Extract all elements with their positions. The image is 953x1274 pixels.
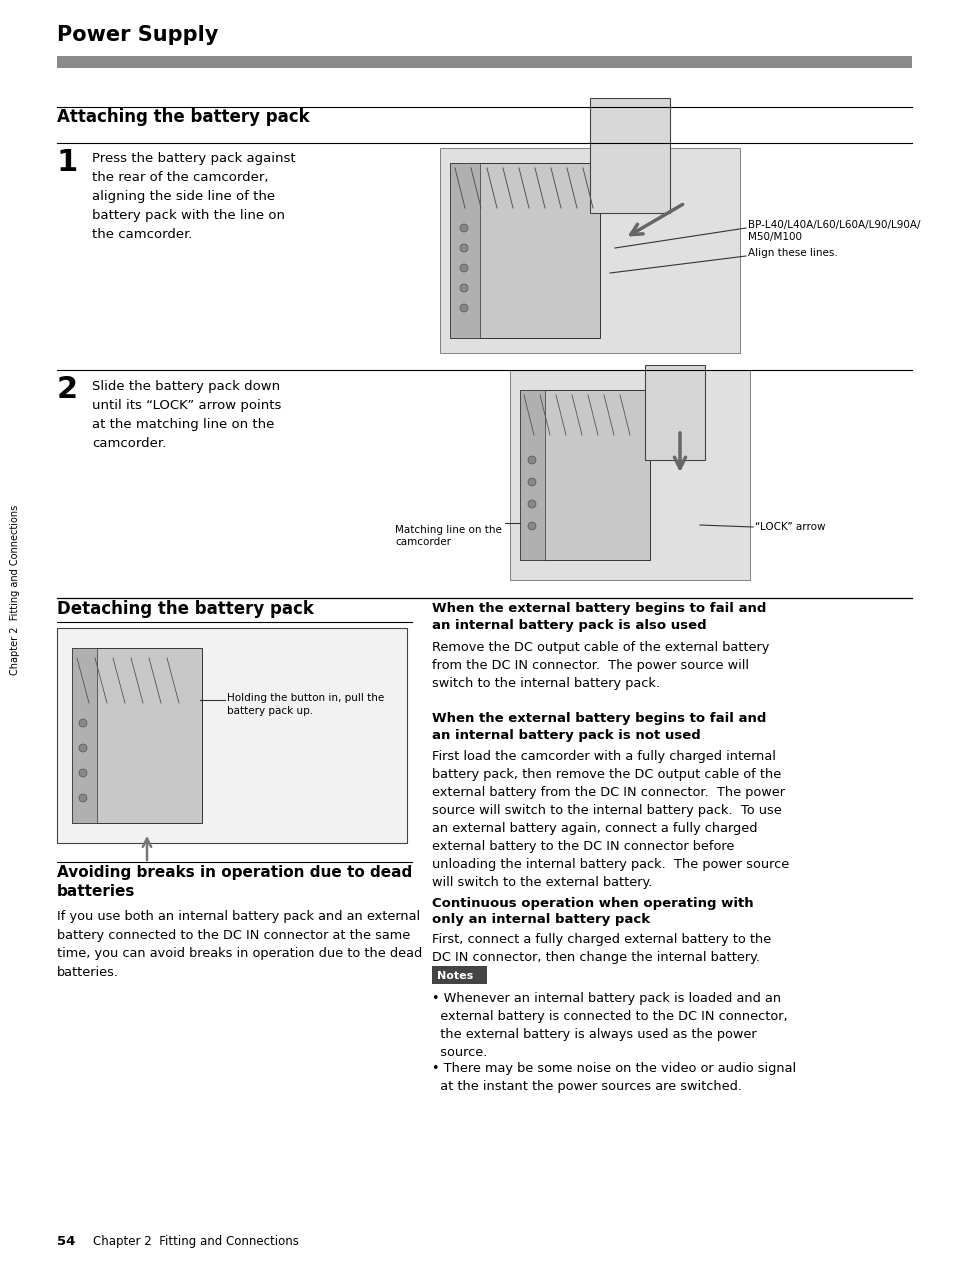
Bar (644, 364, 704, 460)
Bar (57, 628, 407, 843)
Text: • There may be some noise on the video or audio signal
  at the instant the powe: • There may be some noise on the video o… (432, 1063, 796, 1093)
Text: 1: 1 (57, 148, 78, 177)
Text: BP-L40/L40A/L60/L60A/L90/L90A/
M50/M100: BP-L40/L40A/L60/L60A/L90/L90A/ M50/M100 (747, 220, 920, 242)
Bar (432, 966, 486, 984)
Bar (71, 648, 202, 823)
Circle shape (527, 478, 536, 485)
Bar (71, 648, 97, 823)
Text: Matching line on the
camcorder: Matching line on the camcorder (395, 525, 501, 548)
Circle shape (459, 224, 468, 232)
Circle shape (79, 769, 87, 777)
Text: First, connect a fully charged external battery to the
DC IN connector, then cha: First, connect a fully charged external … (432, 933, 770, 964)
Bar (589, 98, 669, 213)
Text: Avoiding breaks in operation due to dead
batteries: Avoiding breaks in operation due to dead… (57, 865, 412, 898)
Bar (57, 56, 911, 68)
Bar (510, 369, 749, 580)
Circle shape (459, 304, 468, 312)
Text: Holding the button in, pull the
battery pack up.: Holding the button in, pull the battery … (227, 693, 384, 716)
Text: “LOCK” arrow: “LOCK” arrow (754, 522, 824, 533)
Text: 54: 54 (57, 1235, 75, 1249)
Bar (439, 148, 740, 353)
Circle shape (79, 744, 87, 752)
Text: Continuous operation when operating with
only an internal battery pack: Continuous operation when operating with… (432, 897, 753, 926)
Circle shape (527, 499, 536, 508)
Text: 2: 2 (57, 375, 78, 404)
Circle shape (79, 719, 87, 727)
Text: Press the battery pack against
the rear of the camcorder,
aligning the side line: Press the battery pack against the rear … (91, 152, 295, 241)
Text: Chapter 2  Fitting and Connections: Chapter 2 Fitting and Connections (92, 1235, 298, 1249)
Text: When the external battery begins to fail and
an internal battery pack is also us: When the external battery begins to fail… (432, 603, 765, 632)
Text: If you use both an internal battery pack and an external
battery connected to th: If you use both an internal battery pack… (57, 910, 422, 978)
Text: • Whenever an internal battery pack is loaded and an
  external battery is conne: • Whenever an internal battery pack is l… (432, 992, 787, 1059)
Circle shape (527, 456, 536, 464)
Text: Slide the battery pack down
until its “LOCK” arrow points
at the matching line o: Slide the battery pack down until its “L… (91, 380, 281, 450)
Text: When the external battery begins to fail and
an internal battery pack is not use: When the external battery begins to fail… (432, 712, 765, 741)
Circle shape (459, 264, 468, 273)
Text: Chapter 2  Fitting and Connections: Chapter 2 Fitting and Connections (10, 505, 20, 675)
Bar (519, 390, 649, 561)
Text: Detaching the battery pack: Detaching the battery pack (57, 600, 314, 618)
Text: Attaching the battery pack: Attaching the battery pack (57, 108, 310, 126)
Text: First load the camcorder with a fully charged internal
battery pack, then remove: First load the camcorder with a fully ch… (432, 750, 788, 889)
Circle shape (459, 245, 468, 252)
Text: Notes: Notes (436, 971, 473, 981)
Text: Remove the DC output cable of the external battery
from the DC IN connector.  Th: Remove the DC output cable of the extern… (432, 641, 768, 691)
Text: Align these lines.: Align these lines. (747, 248, 837, 259)
Bar (519, 390, 544, 561)
Circle shape (459, 284, 468, 292)
Bar (450, 163, 599, 338)
Text: Power Supply: Power Supply (57, 25, 218, 45)
Bar (450, 163, 479, 338)
Circle shape (527, 522, 536, 530)
Circle shape (79, 794, 87, 803)
